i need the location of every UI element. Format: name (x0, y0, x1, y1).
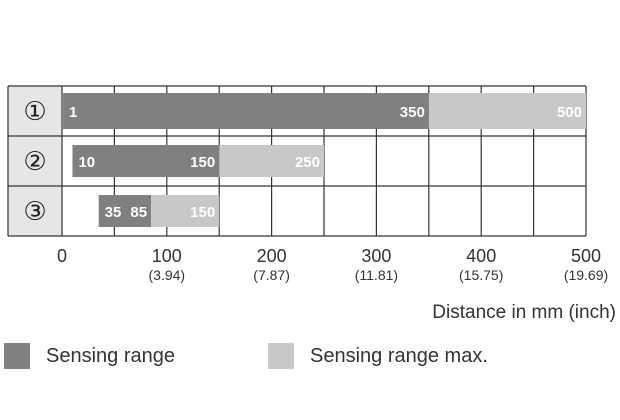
row-label-3: ③ (23, 197, 46, 227)
x-tick-label-400: 400 (466, 246, 496, 266)
bar-label-row3-end: 150 (190, 204, 215, 221)
legend-item-sensing-range-max: Sensing range max. (268, 343, 488, 369)
x-tick-sublabel-500: (19.69) (564, 267, 608, 283)
bar-row3-series2 (151, 195, 220, 227)
bar-label-row3-start: 35 (105, 204, 122, 221)
legend-swatch-sensing-range (4, 343, 30, 369)
x-tick-sublabel-300: (11.81) (355, 267, 398, 283)
x-tick-label-100: 100 (152, 246, 182, 266)
legend: Sensing range Sensing range max. (0, 343, 620, 375)
x-tick-sublabel-400: (15.75) (459, 267, 503, 283)
x-tick-label-200: 200 (257, 246, 287, 266)
bar-row2-series2 (219, 145, 324, 177)
x-tick-sublabel-100: (3.94) (149, 267, 186, 283)
row-label-column (8, 86, 62, 236)
bar-label-row2-end: 250 (295, 154, 320, 171)
bar-row1-series1 (63, 93, 429, 129)
legend-label-sensing-range: Sensing range (46, 344, 175, 367)
bar-label-row2-start: 10 (78, 154, 95, 171)
row-label-1: ① (23, 97, 46, 127)
bar-row1-series2 (428, 93, 586, 129)
x-tick-sublabel-200: (7.87) (253, 267, 290, 283)
bar-row3-series1 (98, 195, 152, 227)
legend-swatch-sensing-range-max (268, 343, 294, 369)
labels: ① ② ③ 1 350 500 10 150 250 35 85 150 0 100(3.94) 200(7… (23, 97, 608, 283)
bar-label-row2-mid: 150 (190, 154, 215, 171)
bar-label-row1-end: 500 (557, 104, 582, 121)
x-tick-label-300: 300 (361, 246, 391, 266)
bar-label-row3-mid: 85 (130, 204, 147, 221)
x-tick-label-0: 0 (57, 246, 67, 266)
x-axis-label: Distance in mm (inch) (432, 302, 616, 323)
bar-label-row1-mid: 350 (400, 104, 425, 121)
x-tick-label-500: 500 (571, 246, 601, 266)
legend-item-sensing-range: Sensing range (4, 343, 175, 369)
legend-label-sensing-range-max: Sensing range max. (310, 344, 488, 367)
bar-label-row1-start: 1 (69, 104, 77, 121)
bars (63, 93, 586, 227)
range-chart: ① ② ③ 1 350 500 10 150 250 35 85 150 0 100(3.94) 200(7… (7, 85, 608, 283)
row-label-2: ② (23, 147, 46, 177)
bar-row2-series1 (72, 145, 220, 177)
